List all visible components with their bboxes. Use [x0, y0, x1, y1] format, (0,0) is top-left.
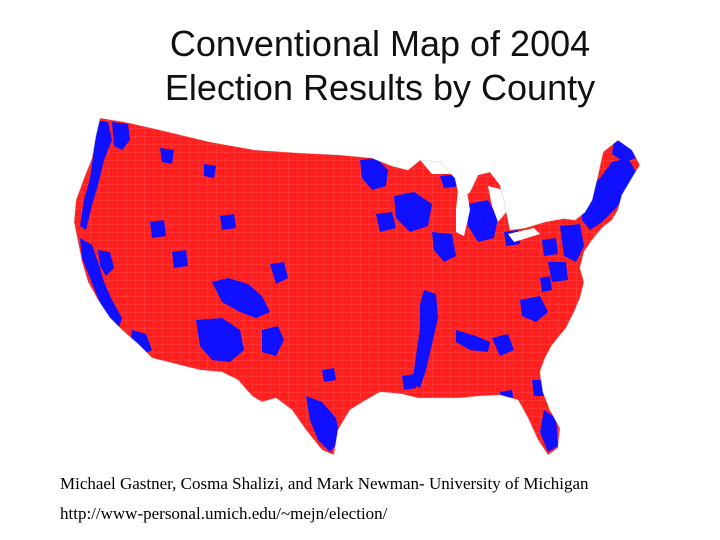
blue-region-texas-central — [322, 368, 336, 382]
lake-erie — [508, 228, 540, 242]
blue-region-colorado — [270, 262, 288, 284]
blue-region-ny-nj — [560, 224, 584, 262]
blue-region-montana-west — [160, 148, 174, 164]
blue-region-bay-area — [98, 250, 114, 276]
blue-region-new-england — [582, 158, 636, 230]
slide-title: Conventional Map of 2004 Election Result… — [0, 22, 720, 110]
blue-region-new-mexico-south — [262, 326, 284, 356]
blue-region-florida-south — [540, 410, 558, 452]
blue-region-nevada — [150, 220, 166, 238]
blue-region-virginia-north — [540, 276, 552, 292]
blue-region-illinois — [432, 232, 456, 262]
blue-region-washington-west — [112, 122, 130, 150]
lake-huron — [488, 186, 508, 222]
blue-region-pennsylvania-east — [542, 238, 558, 256]
lake-superior — [420, 156, 472, 174]
blue-region-michigan — [468, 200, 498, 242]
blue-region-florida-central — [532, 380, 544, 396]
title-line-2: Election Results by County — [164, 67, 596, 108]
title-line-1: Conventional Map of 2004 — [169, 23, 591, 64]
blue-region-iowa — [376, 212, 396, 232]
blue-region-georgia — [492, 334, 514, 356]
blue-region-arizona-east — [196, 318, 244, 362]
blue-region-louisiana — [402, 374, 416, 390]
blue-region-wisconsin — [394, 192, 432, 232]
source-url: http://www-personal.umich.edu/~mejn/elec… — [60, 504, 388, 523]
blue-region-idaho — [204, 164, 216, 178]
blue-region-maine-coast — [612, 140, 636, 162]
blue-region-mississippi-river — [412, 290, 438, 388]
blue-region-alabama-blackbelt — [456, 330, 490, 352]
blue-region-rio-grande — [306, 396, 340, 452]
blue-region-new-mexico-north — [212, 278, 270, 318]
blue-region-carolinas — [520, 296, 548, 322]
blue-region-minnesota — [360, 158, 388, 190]
blue-region-maryland-dc — [548, 262, 568, 282]
blue-region-utah — [172, 250, 188, 268]
blue-region-california-coast — [80, 238, 122, 330]
blue-region-wyoming — [220, 214, 236, 230]
credit-text: Michael Gastner, Cosma Shalizi, and Mark… — [60, 474, 589, 493]
blue-region-pacific-northwest — [80, 120, 112, 230]
lake-ontario — [544, 210, 568, 222]
